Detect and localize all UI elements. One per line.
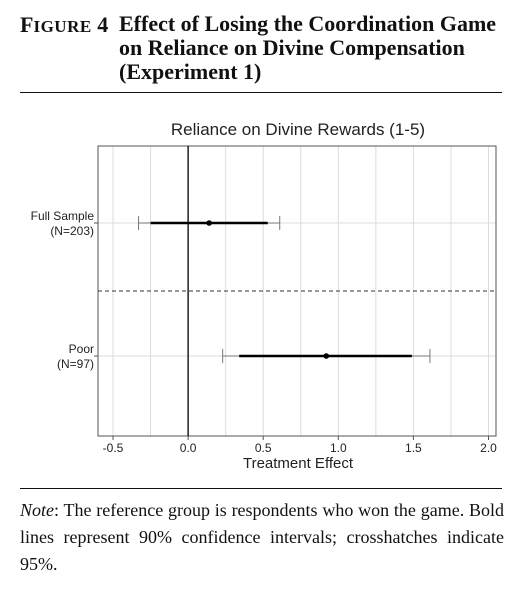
- row-label: Poor: [69, 342, 94, 356]
- header-rule: [20, 92, 502, 93]
- point-estimate: [206, 220, 212, 226]
- x-tick-label: 1.0: [330, 441, 347, 455]
- figure-label: FIGURE 4: [20, 12, 108, 38]
- x-tick-label: 0.5: [255, 441, 272, 455]
- figure-label-initial: F: [20, 12, 34, 37]
- chart-title: Reliance on Divine Rewards (1-5): [171, 120, 425, 139]
- x-tick-label: -0.5: [103, 441, 124, 455]
- figure-title: Effect of Losing the Coordination Game o…: [119, 11, 497, 84]
- figure-label-rest: IGURE: [33, 17, 92, 36]
- row-n-label: (N=203): [50, 224, 94, 238]
- note-text: : The reference group is respondents who…: [20, 500, 504, 574]
- point-estimate: [323, 353, 330, 359]
- x-tick-label: 2.0: [480, 441, 497, 455]
- note-label: Note: [20, 500, 54, 520]
- x-tick-label: 0.0: [180, 441, 197, 455]
- row-n-label: (N=97): [57, 357, 94, 371]
- figure-number: 4: [97, 12, 109, 37]
- figure-note: Note: The reference group is respondents…: [20, 497, 504, 578]
- row-label: Full Sample: [31, 209, 95, 223]
- x-tick-label: 1.5: [405, 441, 422, 455]
- x-axis-label: Treatment Effect: [243, 455, 354, 472]
- coefficient-rows: Full Sample(N=203) Poor(N=97): [31, 209, 431, 371]
- footer-rule: [20, 488, 502, 489]
- x-axis: -0.5 0.0 0.5 1.0 1.5 2.0: [103, 436, 497, 455]
- coefficient-chart: Reliance on Divine Rewards (1-5) -0.5 0.0…: [31, 120, 498, 472]
